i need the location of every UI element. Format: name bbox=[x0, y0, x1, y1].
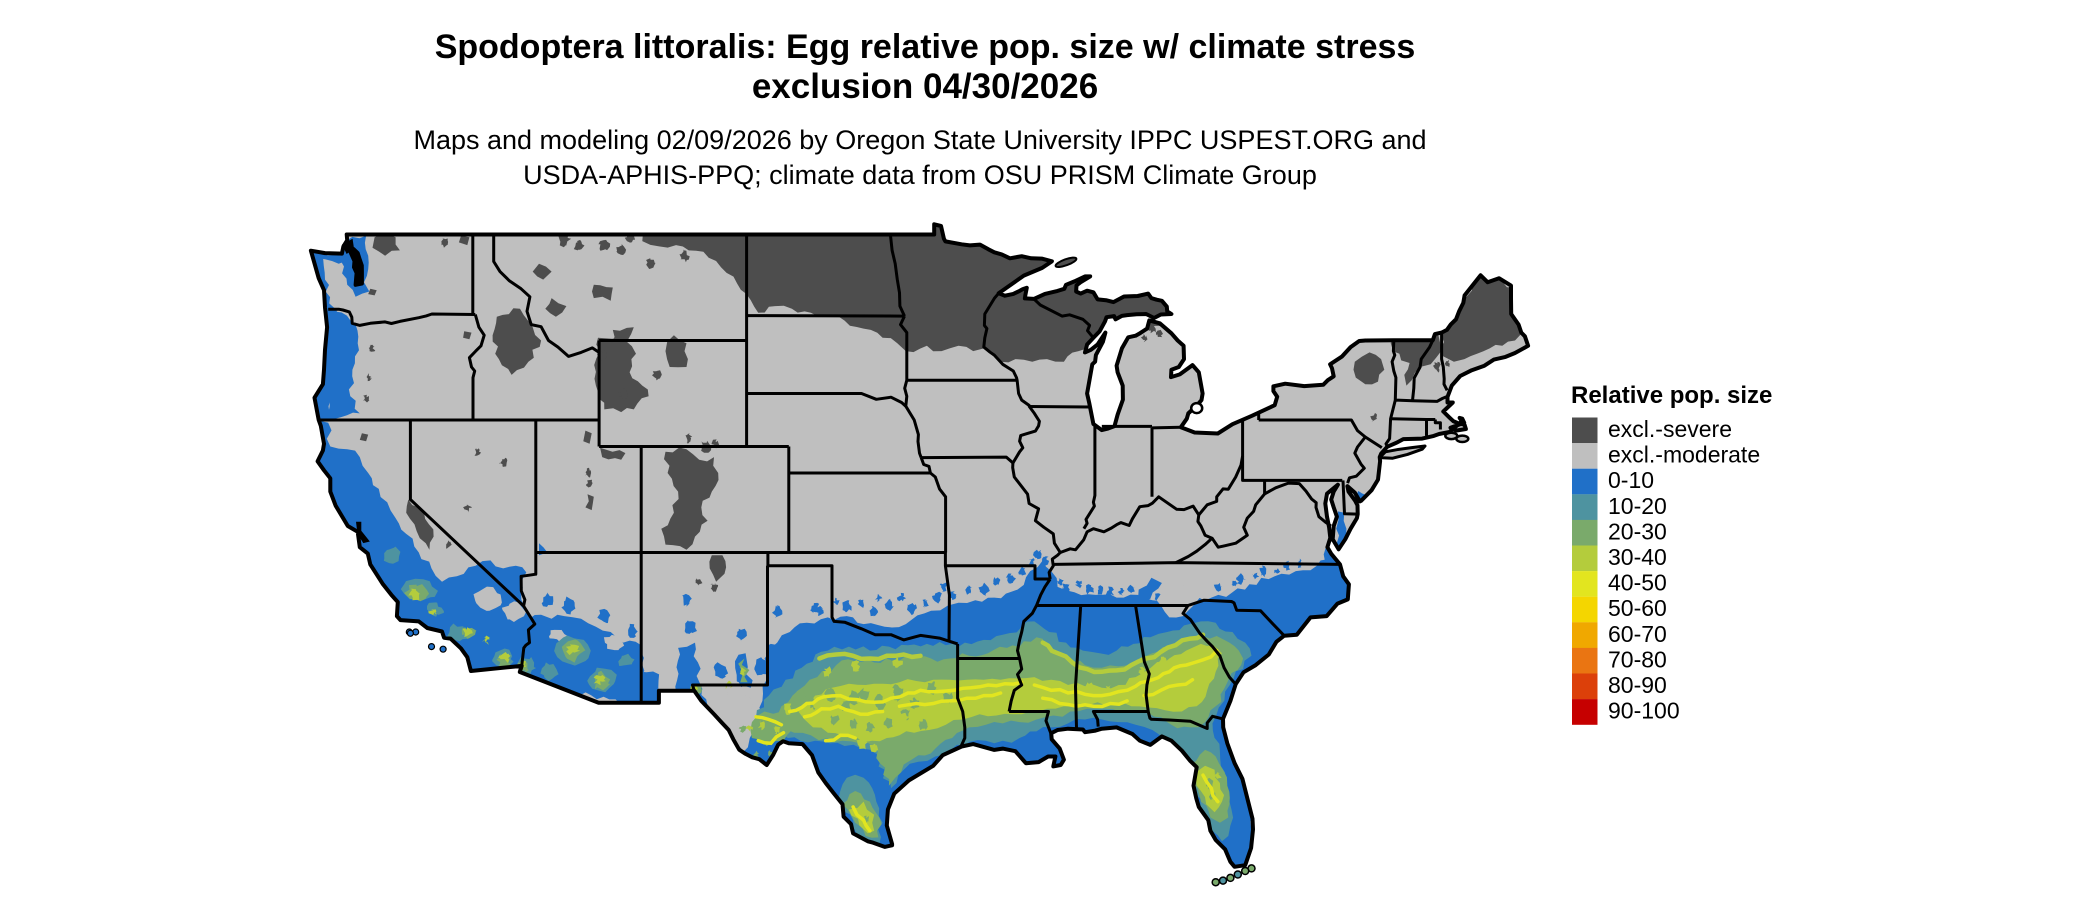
svg-text:10-20: 10-20 bbox=[1608, 493, 1667, 519]
svg-text:Relative pop. size: Relative pop. size bbox=[1571, 382, 1772, 409]
svg-text:70-80: 70-80 bbox=[1608, 646, 1667, 672]
svg-text:USDA-APHIS-PPQ; climate data f: USDA-APHIS-PPQ; climate data from OSU PR… bbox=[523, 160, 1317, 190]
svg-text:excl.-moderate: excl.-moderate bbox=[1608, 442, 1760, 468]
svg-text:Maps and modeling 02/09/2026 b: Maps and modeling 02/09/2026 by Oregon S… bbox=[413, 125, 1426, 155]
svg-text:Spodoptera littoralis: Egg rel: Spodoptera littoralis: Egg relative pop.… bbox=[435, 28, 1416, 66]
svg-text:50-60: 50-60 bbox=[1608, 595, 1667, 621]
svg-text:20-30: 20-30 bbox=[1608, 518, 1667, 544]
svg-text:excl.-severe: excl.-severe bbox=[1608, 416, 1732, 442]
svg-text:80-90: 80-90 bbox=[1608, 672, 1667, 698]
svg-text:40-50: 40-50 bbox=[1608, 570, 1667, 596]
svg-text:0-10: 0-10 bbox=[1608, 467, 1654, 493]
svg-text:exclusion 04/30/2026: exclusion 04/30/2026 bbox=[752, 67, 1098, 106]
svg-text:90-100: 90-100 bbox=[1608, 698, 1680, 724]
svg-text:60-70: 60-70 bbox=[1608, 621, 1667, 647]
svg-text:30-40: 30-40 bbox=[1608, 544, 1667, 570]
